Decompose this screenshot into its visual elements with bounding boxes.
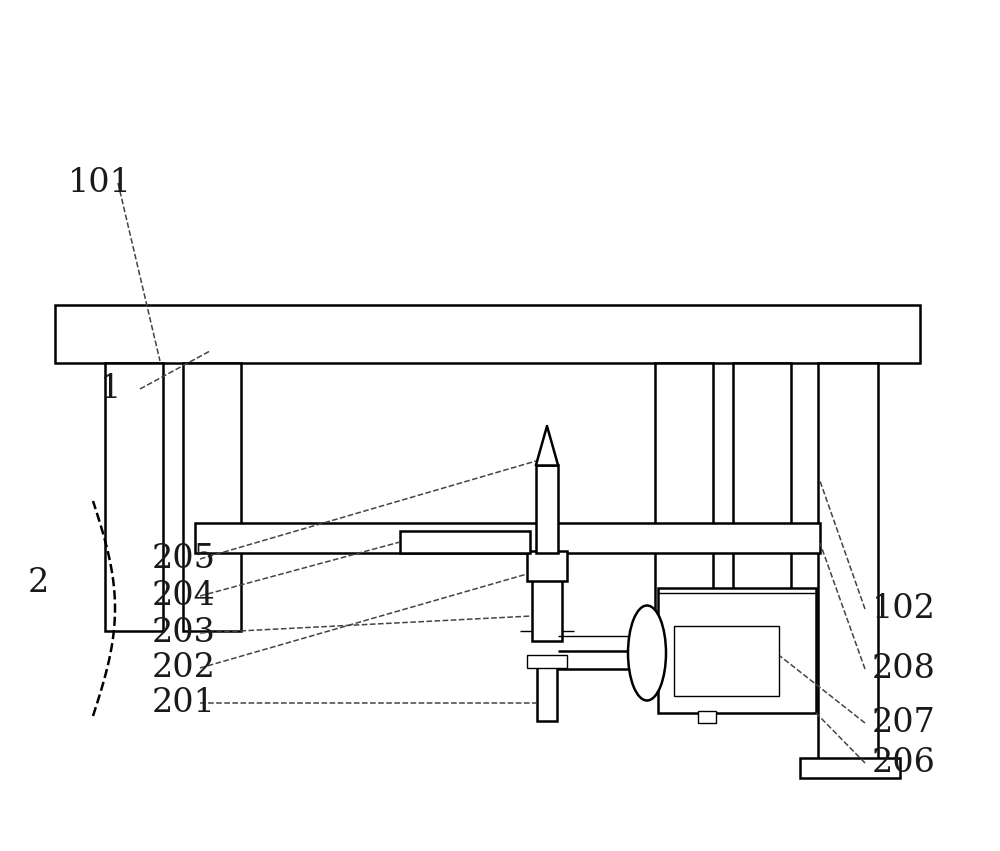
- Bar: [527, 551, 567, 581]
- Text: 2: 2: [28, 567, 49, 599]
- Bar: [183, 363, 241, 631]
- Text: 207: 207: [872, 707, 936, 739]
- Bar: [55, 305, 920, 363]
- Bar: [674, 626, 779, 696]
- Bar: [195, 523, 820, 553]
- Text: 206: 206: [872, 747, 936, 779]
- Text: 1: 1: [100, 373, 121, 405]
- Bar: [698, 711, 716, 723]
- Text: 208: 208: [872, 653, 936, 685]
- Text: 201: 201: [152, 687, 216, 719]
- Bar: [532, 576, 562, 641]
- Polygon shape: [536, 426, 558, 465]
- Text: 101: 101: [68, 167, 132, 199]
- Bar: [655, 363, 713, 631]
- Bar: [400, 531, 530, 553]
- Text: 203: 203: [152, 617, 216, 649]
- Bar: [536, 465, 558, 553]
- Bar: [658, 588, 816, 713]
- Bar: [537, 661, 557, 721]
- Text: 205: 205: [152, 543, 216, 575]
- Bar: [527, 655, 567, 668]
- Bar: [800, 758, 900, 778]
- Text: 202: 202: [152, 652, 216, 684]
- Text: 204: 204: [152, 580, 216, 612]
- Ellipse shape: [628, 606, 666, 700]
- Text: 102: 102: [872, 593, 936, 625]
- Bar: [105, 363, 163, 631]
- Bar: [818, 363, 878, 763]
- Bar: [733, 363, 791, 631]
